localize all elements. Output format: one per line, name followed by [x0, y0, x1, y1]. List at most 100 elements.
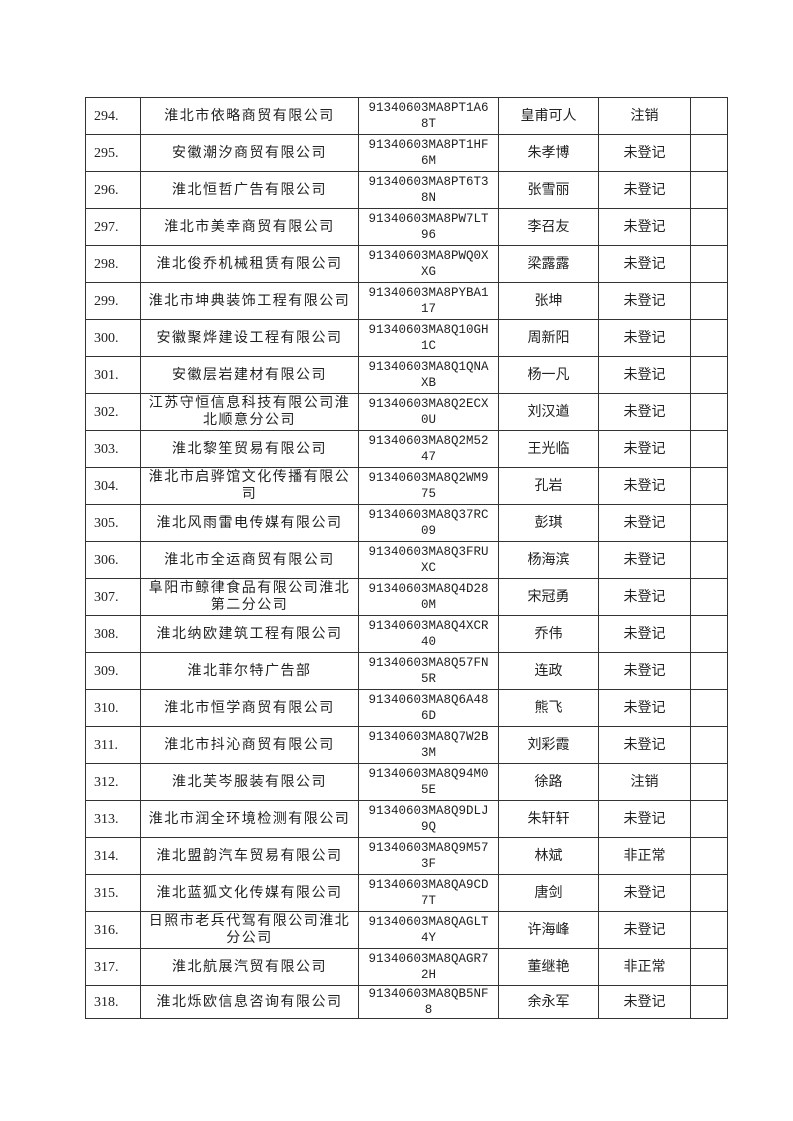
registration-status-text: 未登记 [623, 589, 666, 605]
registration-status-text: 非正常 [623, 848, 666, 864]
row-number: 302. [85, 393, 141, 431]
legal-person: 熊飞 [498, 689, 599, 727]
legal-person: 孔岩 [498, 467, 599, 505]
table-row: 308. 淮北纳欧建筑工程有限公司 91340603MA8Q4XCR40 乔伟 未登记 [85, 615, 728, 653]
company-name: 淮北盟韵汽车贸易有限公司 [140, 837, 359, 875]
registration-status: 未登记 [598, 652, 691, 690]
legal-person: 刘汉遒 [498, 393, 599, 431]
note-cell [690, 837, 728, 875]
registration-status-text: 未登记 [623, 515, 666, 531]
legal-person: 皇甫可人 [498, 97, 599, 135]
registration-status: 未登记 [598, 393, 691, 431]
company-name-text: 淮北市依略商贸有限公司 [164, 108, 335, 124]
row-number-text: 308. [94, 626, 119, 642]
row-number-text: 305. [94, 515, 119, 531]
row-number: 305. [85, 504, 141, 542]
legal-person: 刘彩霞 [498, 726, 599, 764]
row-number-text: 303. [94, 441, 119, 457]
company-name: 日照市老兵代驾有限公司淮北分公司 [140, 911, 359, 949]
company-name: 淮北市润全环境检测有限公司 [140, 800, 359, 838]
credit-code: 91340603MA8PT6T38N [358, 171, 499, 209]
company-name-text: 淮北市润全环境检测有限公司 [148, 811, 351, 827]
registration-status-text: 未登记 [623, 994, 666, 1010]
credit-code-text: 91340603MA8PYBA117 [368, 286, 489, 316]
legal-person: 乔伟 [498, 615, 599, 653]
note-cell [690, 763, 728, 801]
registration-status: 未登记 [598, 134, 691, 172]
registration-status-text: 未登记 [623, 663, 666, 679]
company-name: 淮北芙岑服装有限公司 [140, 763, 359, 801]
row-number-text: 306. [94, 552, 119, 568]
credit-code-text: 91340603MA8Q3FRUXC [368, 545, 489, 575]
row-number: 303. [85, 430, 141, 468]
credit-code: 91340603MA8Q9DLJ9Q [358, 800, 499, 838]
legal-person: 许海峰 [498, 911, 599, 949]
company-name: 淮北烁欧信息咨询有限公司 [140, 985, 359, 1019]
registration-status-text: 未登记 [623, 330, 666, 346]
table-row: 302. 江苏守恒信息科技有限公司淮北顺意分公司 91340603MA8Q2ECX0… [85, 393, 728, 431]
registration-status: 未登记 [598, 467, 691, 505]
company-name-text: 安徽潮汐商贸有限公司 [172, 145, 327, 161]
row-number-text: 295. [94, 145, 119, 161]
company-name: 淮北菲尔特广告部 [140, 652, 359, 690]
table-row: 311. 淮北市抖沁商贸有限公司 91340603MA8Q7W2B3M 刘彩霞 未登记 [85, 726, 728, 764]
legal-person-text: 李召友 [527, 219, 570, 235]
note-cell [690, 134, 728, 172]
company-name-text: 淮北市抖沁商贸有限公司 [164, 737, 335, 753]
company-name-text: 淮北烁欧信息咨询有限公司 [156, 994, 343, 1010]
credit-code: 91340603MA8PT1A68T [358, 97, 499, 135]
credit-code-text: 91340603MA8PW7LT96 [368, 212, 489, 242]
note-cell [690, 911, 728, 949]
row-number-text: 298. [94, 256, 119, 272]
legal-person-text: 朱孝博 [527, 145, 570, 161]
credit-code-text: 91340603MA8PT6T38N [368, 175, 489, 205]
credit-code: 91340603MA8PT1HF6M [358, 134, 499, 172]
row-number: 295. [85, 134, 141, 172]
legal-person: 梁露露 [498, 245, 599, 283]
row-number: 313. [85, 800, 141, 838]
registration-status-text: 未登记 [623, 478, 666, 494]
registration-status-text: 注销 [630, 774, 659, 790]
company-name-text: 淮北纳欧建筑工程有限公司 [156, 626, 343, 642]
legal-person-text: 朱轩轩 [527, 811, 570, 827]
company-name-text: 淮北市全运商贸有限公司 [164, 552, 335, 568]
credit-code: 91340603MA8Q10GH1C [358, 319, 499, 357]
table-row: 304. 淮北市启骅馆文化传播有限公司 91340603MA8Q2WM975 孔岩 未登… [85, 467, 728, 505]
row-number-text: 314. [94, 848, 119, 864]
company-name-text: 淮北市坤典装饰工程有限公司 [148, 293, 351, 309]
legal-person-text: 余永军 [527, 994, 570, 1010]
row-number: 314. [85, 837, 141, 875]
credit-code: 91340603MA8Q6A486D [358, 689, 499, 727]
row-number-text: 304. [94, 478, 119, 494]
note-cell [690, 171, 728, 209]
registration-status: 未登记 [598, 541, 691, 579]
legal-person-text: 王光临 [527, 441, 570, 457]
registration-status-text: 未登记 [623, 293, 666, 309]
row-number: 310. [85, 689, 141, 727]
row-number: 306. [85, 541, 141, 579]
row-number: 307. [85, 578, 141, 616]
note-cell [690, 208, 728, 246]
note-cell [690, 541, 728, 579]
registration-status: 未登记 [598, 282, 691, 320]
legal-person-text: 张雪丽 [527, 182, 570, 198]
legal-person: 朱孝博 [498, 134, 599, 172]
row-number-text: 312. [94, 774, 119, 790]
company-name-text: 淮北黎笙贸易有限公司 [172, 441, 327, 457]
credit-code-text: 91340603MA8Q94M05E [368, 767, 489, 797]
note-cell [690, 689, 728, 727]
table-row: 313. 淮北市润全环境检测有限公司 91340603MA8Q9DLJ9Q 朱轩轩 未登… [85, 800, 728, 838]
row-number: 308. [85, 615, 141, 653]
table-row: 294. 淮北市依略商贸有限公司 91340603MA8PT1A68T 皇甫可人 注销 [85, 97, 728, 135]
registration-status-text: 未登记 [623, 441, 666, 457]
registration-status: 未登记 [598, 874, 691, 912]
credit-code: 91340603MA8Q4XCR40 [358, 615, 499, 653]
company-name: 淮北市抖沁商贸有限公司 [140, 726, 359, 764]
legal-person-text: 刘汉遒 [527, 404, 570, 420]
registration-status-text: 注销 [630, 108, 659, 124]
registration-status: 未登记 [598, 689, 691, 727]
row-number: 301. [85, 356, 141, 394]
company-name-text: 安徽层岩建材有限公司 [172, 367, 327, 383]
row-number: 296. [85, 171, 141, 209]
note-cell [690, 985, 728, 1019]
